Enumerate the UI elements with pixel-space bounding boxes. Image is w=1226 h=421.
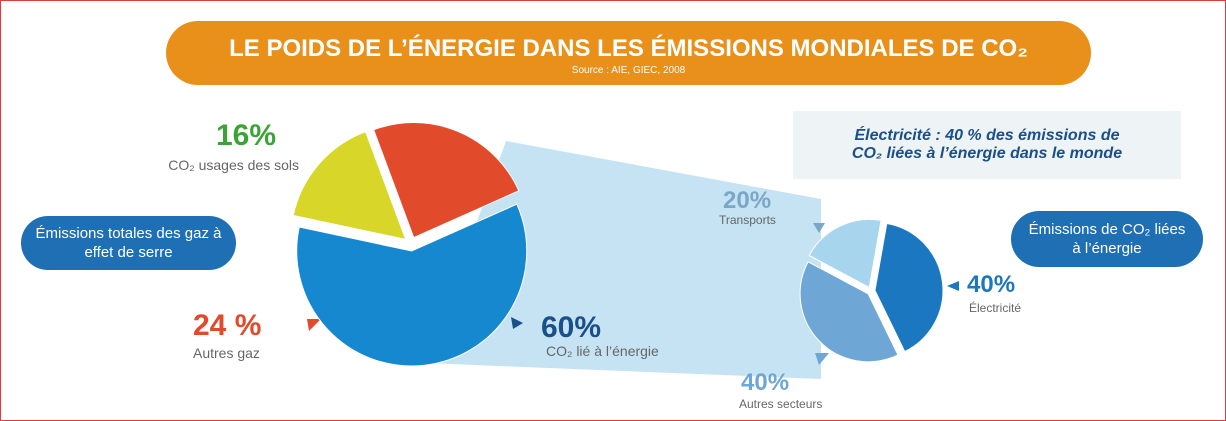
slice-label: Transports: [719, 213, 776, 227]
pie-slice: [296, 203, 528, 367]
slice-label: CO₂ usages des sols: [168, 157, 299, 173]
title-banner: [166, 21, 1091, 85]
pie-slice: [808, 218, 882, 289]
value-label: 16%: [216, 119, 277, 152]
slice-label: Électricité: [969, 301, 1022, 315]
subtitle: Source : AIE, GIEC, 2008: [571, 65, 686, 76]
pie-slice: [799, 261, 899, 363]
slice-label: Autres secteurs: [739, 397, 823, 411]
pointer: [947, 281, 959, 291]
funnel: [426, 141, 821, 379]
value-label: 40%: [967, 271, 1016, 298]
pointer: [813, 223, 825, 233]
pointer: [307, 319, 321, 331]
value-label: 60%: [541, 311, 602, 344]
value-label: 20%: [723, 187, 772, 214]
title: LE POIDS DE L’ÉNERGIE DANS LES ÉMISSIONS…: [229, 35, 1028, 62]
pie-slice: [372, 122, 520, 239]
pie-title: Émissions de CO₂ liées à l’énergie: [1011, 211, 1203, 267]
value-label: 24 %: [193, 309, 262, 342]
slice-label: CO₂ lié à l’énergie: [546, 343, 659, 359]
note: Électricité : 40 % des émissions de CO₂ …: [793, 111, 1181, 179]
slice-label: Autres gaz: [193, 345, 260, 361]
pointer: [815, 353, 829, 365]
pointer: [511, 317, 523, 329]
pie-title: Émissions totales des gaz à effet de ser…: [21, 216, 236, 270]
pie-slice: [874, 222, 944, 353]
pie-slice: [292, 130, 407, 241]
value-label: 40%: [741, 369, 790, 396]
